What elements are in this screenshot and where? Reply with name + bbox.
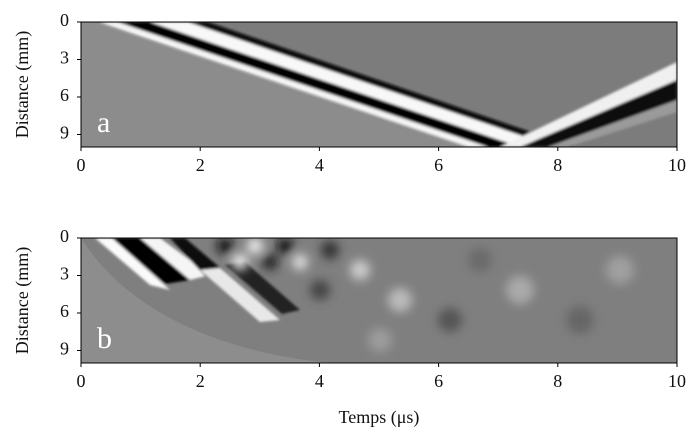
y-tick-label: 3 (60, 48, 69, 68)
x-tick-label: 6 (434, 155, 443, 175)
y-axis-label: Distance (mm) (12, 31, 33, 138)
x-axis-label: Temps (μs) (339, 407, 420, 428)
x-tick-label: 0 (77, 155, 86, 175)
panel-label: a (97, 106, 110, 139)
x-tick-label: 4 (315, 155, 324, 175)
panel-a-frame (80, 21, 678, 148)
x-tick-label: 0 (77, 371, 86, 391)
y-tick-label: 9 (60, 123, 69, 143)
y-tick-label: 9 (60, 339, 69, 359)
y-tick-label: 6 (60, 301, 69, 321)
y-tick-label: 6 (60, 85, 69, 105)
x-tick-label: 8 (553, 371, 562, 391)
x-tick-label: 4 (315, 371, 324, 391)
y-tick-label: 0 (60, 226, 69, 246)
panel-label: b (97, 322, 112, 355)
x-tick-label: 2 (196, 155, 205, 175)
panel-a-image (81, 22, 677, 147)
x-tick-label: 10 (668, 371, 686, 391)
x-tick-label: 8 (553, 155, 562, 175)
y-axis-label: Distance (mm) (12, 247, 33, 354)
y-tick-label: 0 (60, 10, 69, 30)
x-tick-label: 2 (196, 371, 205, 391)
y-tick-label: 3 (60, 264, 69, 284)
panel-b-frame (80, 237, 678, 364)
x-tick-label: 10 (668, 155, 686, 175)
panel-b-image (81, 238, 677, 363)
x-tick-label: 6 (434, 371, 443, 391)
